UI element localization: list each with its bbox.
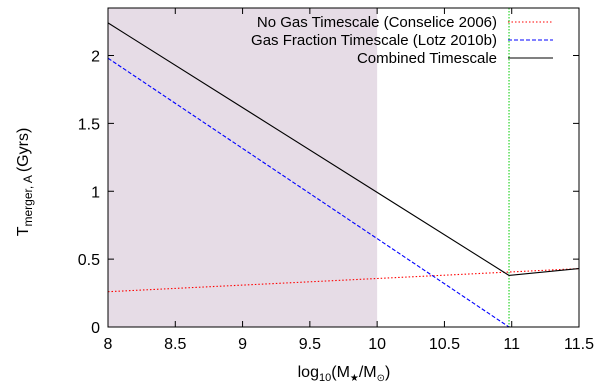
y-label-main: T xyxy=(15,226,32,236)
x-tick-label: 10 xyxy=(368,336,386,353)
y-label-sub: merger, A xyxy=(21,175,35,226)
y-tick-label: 0.5 xyxy=(78,252,100,269)
x-label-base-sub: 10 xyxy=(319,372,331,383)
x-label-slash: /M xyxy=(359,364,377,381)
x-axis-label: log10(M★/M⊙) xyxy=(298,364,391,383)
series-line-1 xyxy=(107,57,510,328)
plot-frame xyxy=(107,7,580,328)
x-label-sun: ⊙ xyxy=(377,373,385,383)
series-line-0 xyxy=(107,268,580,293)
x-label-star: ★ xyxy=(350,373,359,383)
x-tick-label: 11 xyxy=(503,336,520,353)
y-tick-label: 0 xyxy=(91,320,100,337)
legend: No Gas Timescale (Conselice 2006)Gas Fra… xyxy=(251,14,553,67)
series-line-2 xyxy=(107,22,580,276)
x-label-base: log xyxy=(298,364,319,381)
x-tick-label: 11.5 xyxy=(564,336,594,353)
x-label-close: ) xyxy=(385,364,390,381)
x-label-open: (M xyxy=(331,364,350,381)
y-axis-label: Tmerger, A (Gyrs) xyxy=(15,128,35,237)
x-tick-label: 8 xyxy=(104,336,113,353)
x-tick-label: 9 xyxy=(238,336,247,353)
y-tick-label: 1.5 xyxy=(78,116,100,133)
x-tick-label: 8.5 xyxy=(164,336,186,353)
legend-label: Gas Fraction Timescale (Lotz 2010b) xyxy=(251,32,497,49)
x-tick-label: 10.5 xyxy=(429,336,460,353)
legend-label: No Gas Timescale (Conselice 2006) xyxy=(257,14,497,31)
legend-label: Combined Timescale xyxy=(357,50,497,67)
y-tick-label: 1 xyxy=(91,184,100,201)
x-tick-label: 9.5 xyxy=(299,336,321,353)
shaded-region xyxy=(108,8,378,327)
y-label-unit: (Gyrs) xyxy=(15,128,32,172)
y-tick-label: 2 xyxy=(91,49,100,66)
